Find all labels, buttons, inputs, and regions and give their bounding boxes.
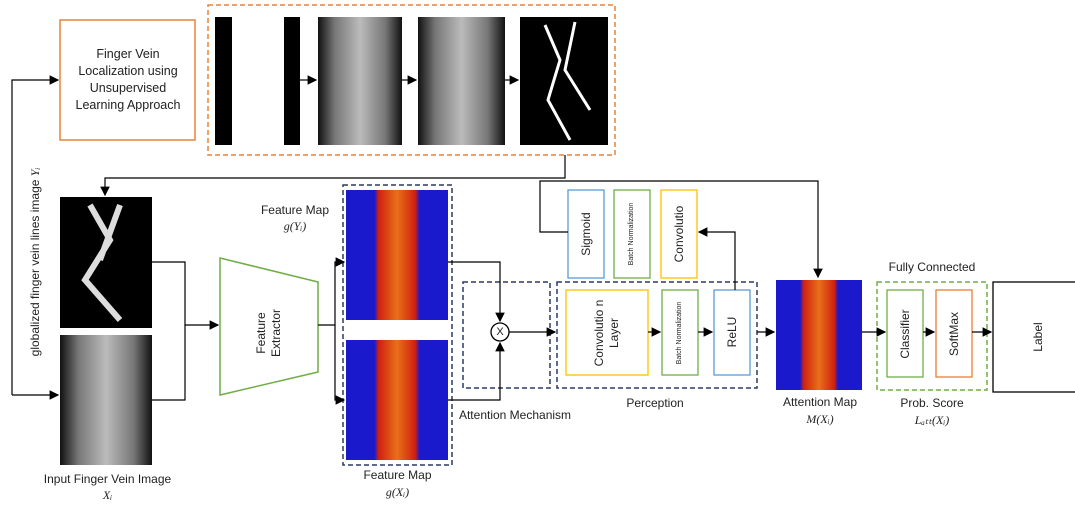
vein-lines-symbol: Yᵢ <box>28 168 43 177</box>
sigmoid-label: Sigmoid <box>578 194 594 274</box>
conv-label: Convolutio <box>671 194 687 274</box>
classifier-label: Classifier <box>897 294 913 374</box>
input-image-label: Input Finger Vein Image <box>20 472 195 487</box>
fc-group <box>877 282 987 390</box>
feature-map-x-label: Feature Map <box>343 468 452 483</box>
attention-map-label: Attention Map <box>765 395 875 410</box>
feature-extractor-label: Feature Extractor <box>254 293 284 373</box>
fc-label: Fully Connected <box>872 260 992 275</box>
bn-label: Batch Normalization <box>617 194 647 274</box>
vein-lines-text: globalized finger vein lines image <box>28 180 43 357</box>
feature-map-y-symbol: g(Yᵢ) <box>250 219 340 234</box>
attention-map-symbol: M(Xᵢ) <box>765 412 875 427</box>
output-label: Label <box>1030 297 1046 377</box>
relu-label: ReLU <box>724 292 740 372</box>
bn-label: Batch Normalization <box>665 293 695 373</box>
conv-layer-label: Convolutio n Layer <box>592 293 622 373</box>
attention-mechanism-label: Attention Mechanism <box>445 408 585 423</box>
feature-map-x-symbol: g(Xᵢ) <box>343 485 452 500</box>
multiply-label: X <box>491 324 509 340</box>
diagram: Finger Vein Localization using Unsupervi… <box>0 0 1075 506</box>
input-image-symbol: Xᵢ <box>20 488 195 503</box>
softmax-label: SoftMax <box>946 294 962 374</box>
prob-score-label: Prob. Score <box>872 396 992 411</box>
vein-lines-label: globalized finger vein lines image Yᵢ <box>27 187 43 337</box>
feature-map-y-label: Feature Map <box>250 203 340 218</box>
prob-score-symbol: Lₐₜₜ(Xᵢ) <box>872 413 992 428</box>
perception-label: Perception <box>600 396 710 411</box>
localization-label: Finger Vein Localization using Unsupervi… <box>64 40 192 120</box>
